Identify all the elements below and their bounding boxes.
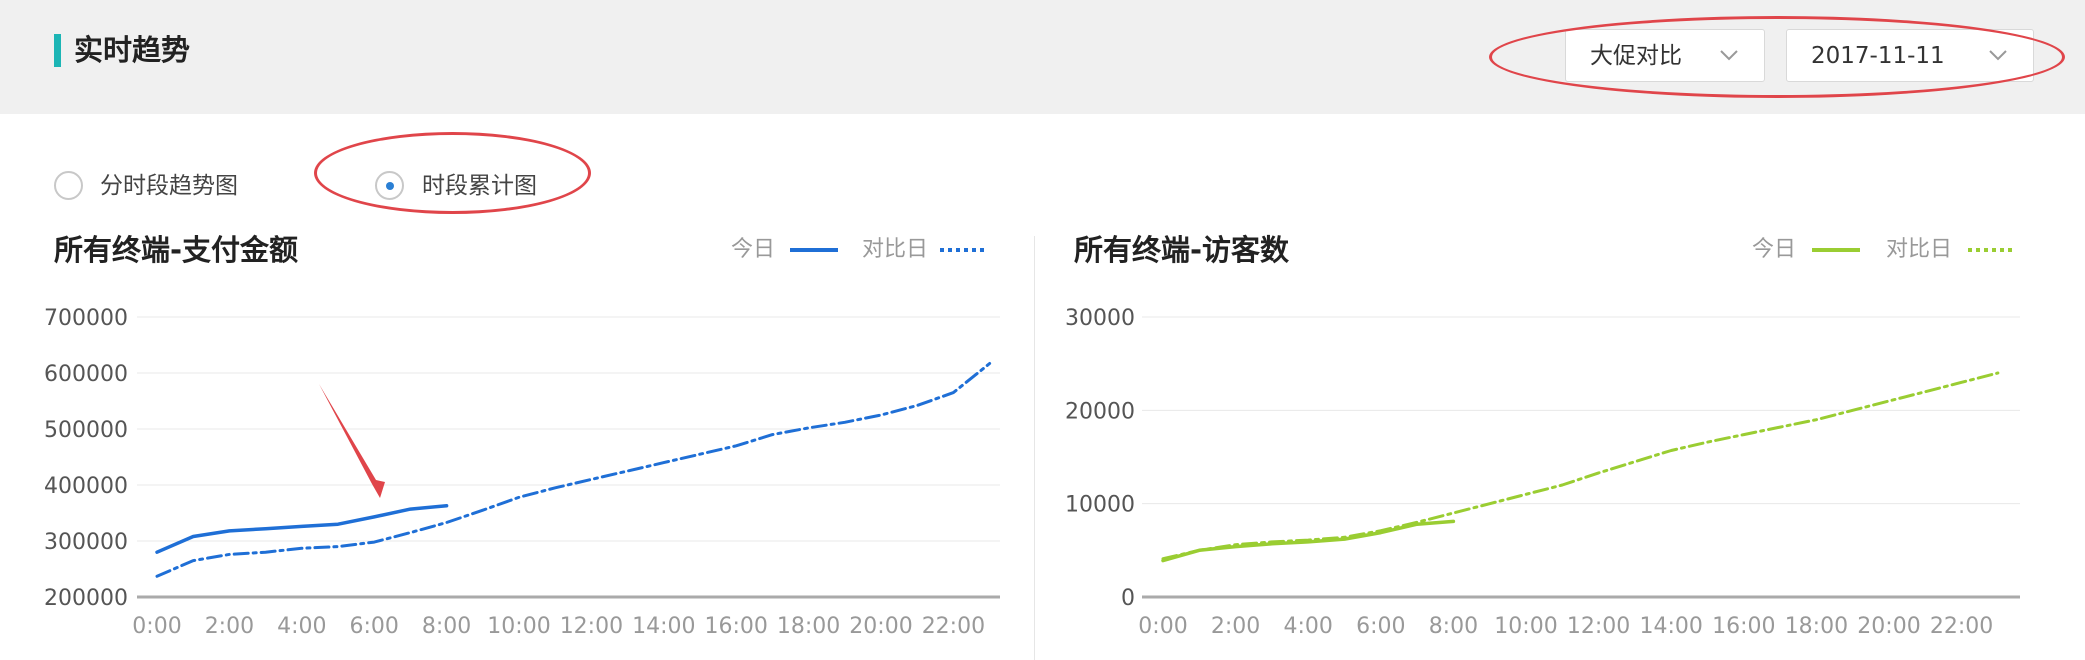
x-tick-label: 10:00 — [487, 614, 550, 639]
legend-label-compare: 对比日 — [1886, 237, 1953, 262]
legend-label-compare: 对比日 — [862, 237, 929, 262]
x-tick-label: 2:00 — [205, 614, 254, 639]
x-tick-label: 4:00 — [277, 614, 326, 639]
y-tick-label: 200000 — [44, 586, 128, 611]
compare-select-value: 大促对比 — [1590, 43, 1682, 69]
y-tick-label: 600000 — [44, 362, 128, 387]
y-tick-label: 400000 — [44, 474, 128, 499]
chart-title-visitors: 所有终端-访客数 — [1074, 233, 1290, 267]
page-title: 实时趋势 — [74, 33, 191, 67]
x-tick-label: 18:00 — [777, 614, 840, 639]
x-tick-label: 12:00 — [1567, 614, 1630, 639]
x-tick-label: 14:00 — [632, 614, 695, 639]
y-tick-label: 20000 — [1065, 399, 1135, 424]
annotation-arrow — [319, 384, 385, 498]
radio-label: 分时段趋势图 — [100, 173, 238, 199]
x-tick-label: 16:00 — [704, 614, 767, 639]
series-line-compare — [155, 362, 992, 578]
x-tick-label: 6:00 — [1356, 614, 1405, 639]
compare-select[interactable]: 大促对比 — [1565, 29, 1765, 82]
series-line-today — [155, 503, 449, 554]
radio-circle — [54, 171, 83, 200]
content-card — [0, 114, 2073, 660]
chart-title-payment: 所有终端-支付金额 — [54, 233, 299, 267]
page-header: 实时趋势 大促对比 2017-11-11 — [0, 0, 2085, 114]
legend-label-today: 今日 — [1752, 237, 1797, 262]
x-tick-label: 8:00 — [422, 614, 471, 639]
x-tick-label: 20:00 — [1857, 614, 1920, 639]
x-tick-label: 8:00 — [1429, 614, 1478, 639]
x-tick-label: 18:00 — [1785, 614, 1848, 639]
x-tick-label: 22:00 — [922, 614, 985, 639]
x-tick-label: 14:00 — [1639, 614, 1702, 639]
x-tick-label: 10:00 — [1494, 614, 1557, 639]
date-select-value: 2017-11-11 — [1811, 43, 1945, 69]
title-accent-bar — [54, 34, 61, 67]
x-tick-label: 0:00 — [132, 614, 181, 639]
x-tick-label: 20:00 — [849, 614, 912, 639]
chevron-down-icon — [1720, 50, 1738, 61]
y-tick-label: 10000 — [1065, 493, 1135, 518]
x-tick-label: 0:00 — [1138, 614, 1187, 639]
chart-divider — [1034, 236, 1035, 660]
x-tick-label: 22:00 — [1930, 614, 1993, 639]
x-tick-label: 16:00 — [1712, 614, 1775, 639]
y-tick-label: 30000 — [1065, 306, 1135, 331]
x-tick-label: 4:00 — [1283, 614, 1332, 639]
x-tick-label: 6:00 — [349, 614, 398, 639]
series-line-compare — [1161, 371, 2000, 561]
legend-label-today: 今日 — [731, 237, 776, 262]
chevron-down-icon — [1989, 50, 2007, 61]
date-select[interactable]: 2017-11-11 — [1786, 29, 2034, 82]
radio-label: 时段累计图 — [422, 173, 537, 199]
y-tick-label: 500000 — [44, 418, 128, 443]
radio-dot — [386, 182, 394, 190]
radio-cumulative[interactable]: 时段累计图 — [375, 168, 575, 204]
y-tick-label: 0 — [1121, 586, 1135, 611]
y-tick-label: 300000 — [44, 530, 128, 555]
radio-circle-selected — [375, 171, 404, 200]
radio-hourly-trend[interactable]: 分时段趋势图 — [54, 168, 264, 204]
y-tick-label: 700000 — [44, 306, 128, 331]
x-tick-label: 12:00 — [560, 614, 623, 639]
x-tick-label: 2:00 — [1211, 614, 1260, 639]
